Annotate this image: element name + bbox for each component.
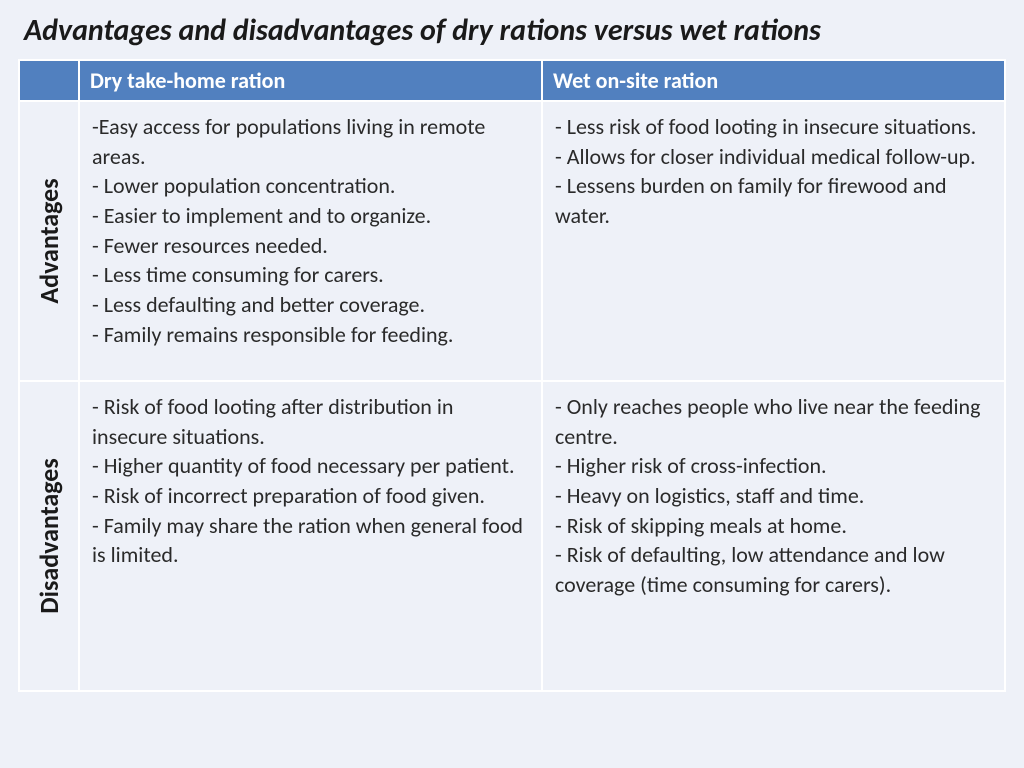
list-dis-dry: Risk of food looting after distribution … <box>92 392 529 570</box>
list-item: Less time consuming for carers. <box>92 260 529 290</box>
header-corner <box>19 60 79 101</box>
slide: Advantages and disadvantages of dry rati… <box>0 0 1024 768</box>
list-adv-wet: Less risk of food looting in insecure si… <box>555 112 992 231</box>
row-label-advantages-text: Advantages <box>33 178 65 303</box>
list-item: Higher risk of cross-infection. <box>555 451 992 481</box>
row-label-disadvantages-text: Disadvantages <box>33 458 65 614</box>
cell-disadvantages-wet: Only reaches people who live near the fe… <box>542 381 1005 691</box>
list-item: Less risk of food looting in insecure si… <box>555 112 992 142</box>
cell-advantages-wet: Less risk of food looting in insecure si… <box>542 101 1005 381</box>
comparison-table: Dry take-home ration Wet on-site ration … <box>18 59 1006 692</box>
list-item: Family remains responsible for feeding. <box>92 320 529 350</box>
list-item: Heavy on logistics, staff and time. <box>555 481 992 511</box>
list-item: Only reaches people who live near the fe… <box>555 392 992 451</box>
column-header-dry: Dry take-home ration <box>79 60 542 101</box>
list-item: Fewer resources needed. <box>92 231 529 261</box>
list-item: Higher quantity of food necessary per pa… <box>92 451 529 481</box>
list-dis-wet: Only reaches people who live near the fe… <box>555 392 992 600</box>
list-item: Lessens burden on family for firewood an… <box>555 171 992 230</box>
cell-disadvantages-dry: Risk of food looting after distribution … <box>79 381 542 691</box>
column-header-wet: Wet on-site ration <box>542 60 1005 101</box>
list-item: Risk of skipping meals at home. <box>555 511 992 541</box>
row-label-advantages: Advantages <box>19 101 79 381</box>
list-item: Risk of incorrect preparation of food gi… <box>92 481 529 511</box>
list-item: Less defaulting and better coverage. <box>92 290 529 320</box>
list-item: Easy access for populations living in re… <box>92 112 529 171</box>
list-item: Allows for closer individual medical fol… <box>555 142 992 172</box>
page-title: Advantages and disadvantages of dry rati… <box>18 12 1006 49</box>
list-item: Easier to implement and to organize. <box>92 201 529 231</box>
list-item: Risk of defaulting, low attendance and l… <box>555 540 992 599</box>
row-label-disadvantages: Disadvantages <box>19 381 79 691</box>
list-item: Risk of food looting after distribution … <box>92 392 529 451</box>
list-item: Family may share the ration when general… <box>92 511 529 570</box>
cell-advantages-dry: Easy access for populations living in re… <box>79 101 542 381</box>
list-item: Lower population concentration. <box>92 171 529 201</box>
list-adv-dry: Easy access for populations living in re… <box>92 112 529 350</box>
